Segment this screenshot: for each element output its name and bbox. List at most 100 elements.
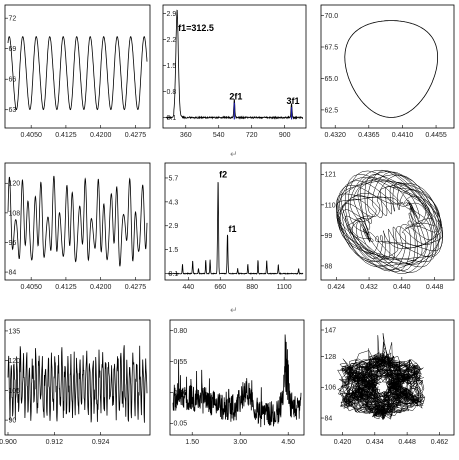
x-tick-label: 0.462 — [431, 439, 449, 446]
peak-label: f2 — [219, 170, 227, 180]
x-tick-label: 0.420 — [334, 439, 352, 446]
y-tick-label: 0.05 — [174, 421, 188, 428]
paragraph-mark-2: ↵ — [230, 305, 238, 315]
y-tick-label: 0.55 — [174, 359, 188, 366]
paragraph-mark-1: ↵ — [230, 149, 238, 159]
x-tick-label: 0.434 — [366, 439, 384, 446]
x-tick-label: 0.4200 — [90, 284, 112, 291]
x-tick-label: 3.00 — [233, 439, 247, 446]
x-tick-label: 0.432 — [360, 284, 378, 291]
x-tick-label: 0.4410 — [392, 132, 414, 139]
x-tick-label: 0.900 — [0, 439, 17, 446]
x-tick-label: 0.448 — [398, 439, 416, 446]
y-tick-label: 120 — [9, 181, 21, 188]
y-tick-label: 72 — [9, 16, 17, 23]
y-tick-label: 67.5 — [325, 44, 339, 51]
y-tick-label: 108 — [9, 210, 21, 217]
plot-frame — [4, 162, 151, 281]
y-tick-label: 4.3 — [169, 199, 179, 206]
data-line — [7, 35, 148, 111]
x-tick-label: 0.4050 — [20, 284, 42, 291]
panel-r3c1: 90 105 120 135 0.900 0.912 0.924 — [0, 319, 151, 446]
peak-label: f1 — [229, 224, 237, 234]
x-tick-label: 0.424 — [328, 284, 346, 291]
x-tick-label: 4.50 — [281, 439, 295, 446]
x-tick-label: 0.4275 — [125, 132, 147, 139]
plot-frame — [320, 162, 455, 281]
x-tick-label: 0.4200 — [90, 132, 112, 139]
series-strange-attractor — [337, 333, 426, 420]
y-tick-label: 105 — [9, 388, 21, 395]
plot-frame — [4, 319, 151, 436]
data-line — [172, 334, 302, 428]
y-tick-label: 135 — [9, 328, 21, 335]
panel-r3c2: 0.050.300.550.801.50 3.00 4.50 — [169, 319, 305, 446]
panel-r1c1: 63 66 69 72 0.4050 0.4125 0.4200 0.4275 — [4, 4, 151, 139]
y-tick-label: 5.7 — [169, 175, 179, 182]
series-torus-portrait — [336, 169, 444, 274]
x-tick-label: 0.4125 — [55, 284, 77, 291]
y-tick-label: 84 — [325, 415, 333, 422]
y-tick-label: 147 — [325, 327, 337, 334]
x-tick-label: 440 — [182, 284, 194, 291]
x-tick-label: 0.912 — [46, 439, 64, 446]
y-tick-label: 0.1 — [169, 271, 179, 278]
x-tick-label: 0.448 — [426, 284, 444, 291]
peak-label: 3f1 — [287, 96, 300, 106]
panel-r2c2: 0.1 1.5 2.9 4.3 5.7 440 660 880 1100 f2 f1 — [164, 162, 307, 291]
y-tick-label: 96 — [9, 240, 17, 247]
series-spectrum — [167, 182, 304, 275]
x-tick-label: 0.924 — [92, 439, 110, 446]
y-tick-label: 2.9 — [169, 223, 179, 230]
plot-frame — [162, 4, 307, 129]
y-tick-label: 88 — [325, 263, 333, 270]
panel-r2c3: 88 99 110 121 0.424 0.432 0.440 0.448 — [320, 162, 455, 291]
series-spectrum — [165, 9, 304, 120]
y-tick-label: 110 — [325, 202, 336, 209]
y-tick-label: 63 — [9, 107, 17, 114]
x-tick-label: 900 — [279, 132, 291, 139]
y-tick-label: 128 — [325, 354, 337, 361]
x-tick-label: 660 — [214, 284, 226, 291]
series-chaotic — [7, 345, 148, 423]
y-tick-label: 65.0 — [325, 76, 339, 83]
data-line — [165, 9, 304, 120]
panel-r2c1: 84 96 108 120 0.4050 0.4125 0.4200 0.4275 — [4, 162, 151, 291]
x-tick-label: 0.4125 — [55, 132, 77, 139]
series-phase-portrait — [344, 20, 438, 118]
y-tick-label: 66 — [9, 77, 17, 84]
x-tick-label: 1.50 — [185, 439, 199, 446]
x-tick-label: 880 — [246, 284, 258, 291]
y-tick-label: 121 — [325, 172, 337, 179]
data-line — [337, 333, 426, 420]
y-tick-label: 84 — [9, 269, 17, 276]
y-tick-label: 99 — [325, 233, 333, 240]
x-tick-label: 0.4365 — [358, 132, 380, 139]
x-tick-label: 0.4050 — [20, 132, 42, 139]
x-tick-label: 0.4275 — [125, 284, 147, 291]
y-tick-label: 1.5 — [167, 63, 177, 70]
peak-label: f1=312.5 — [178, 23, 214, 33]
series-quasi-periodic — [7, 175, 148, 267]
y-tick-label: 69 — [9, 46, 17, 53]
y-tick-label: 106 — [325, 385, 337, 392]
plot-frame — [4, 4, 151, 129]
y-tick-label: 90 — [9, 418, 17, 425]
x-tick-label: 0.440 — [393, 284, 411, 291]
y-tick-label: 1.5 — [169, 247, 179, 254]
plot-frame — [169, 319, 305, 436]
data-line — [7, 175, 148, 267]
plot-frame — [320, 4, 455, 129]
panel-r3c3: 84 106 128 147 0.420 0.434 0.448 0.462 — [320, 319, 455, 446]
x-tick-label: 1100 — [277, 284, 292, 291]
y-tick-label: 0.8 — [167, 89, 177, 96]
peak-label: 2f1 — [229, 92, 242, 102]
y-tick-label: 120 — [9, 358, 21, 365]
x-tick-label: 540 — [213, 132, 225, 139]
y-tick-label: 2.2 — [167, 37, 177, 44]
y-tick-label: 0.80 — [174, 328, 188, 335]
data-line — [344, 20, 438, 118]
x-tick-label: 720 — [246, 132, 258, 139]
